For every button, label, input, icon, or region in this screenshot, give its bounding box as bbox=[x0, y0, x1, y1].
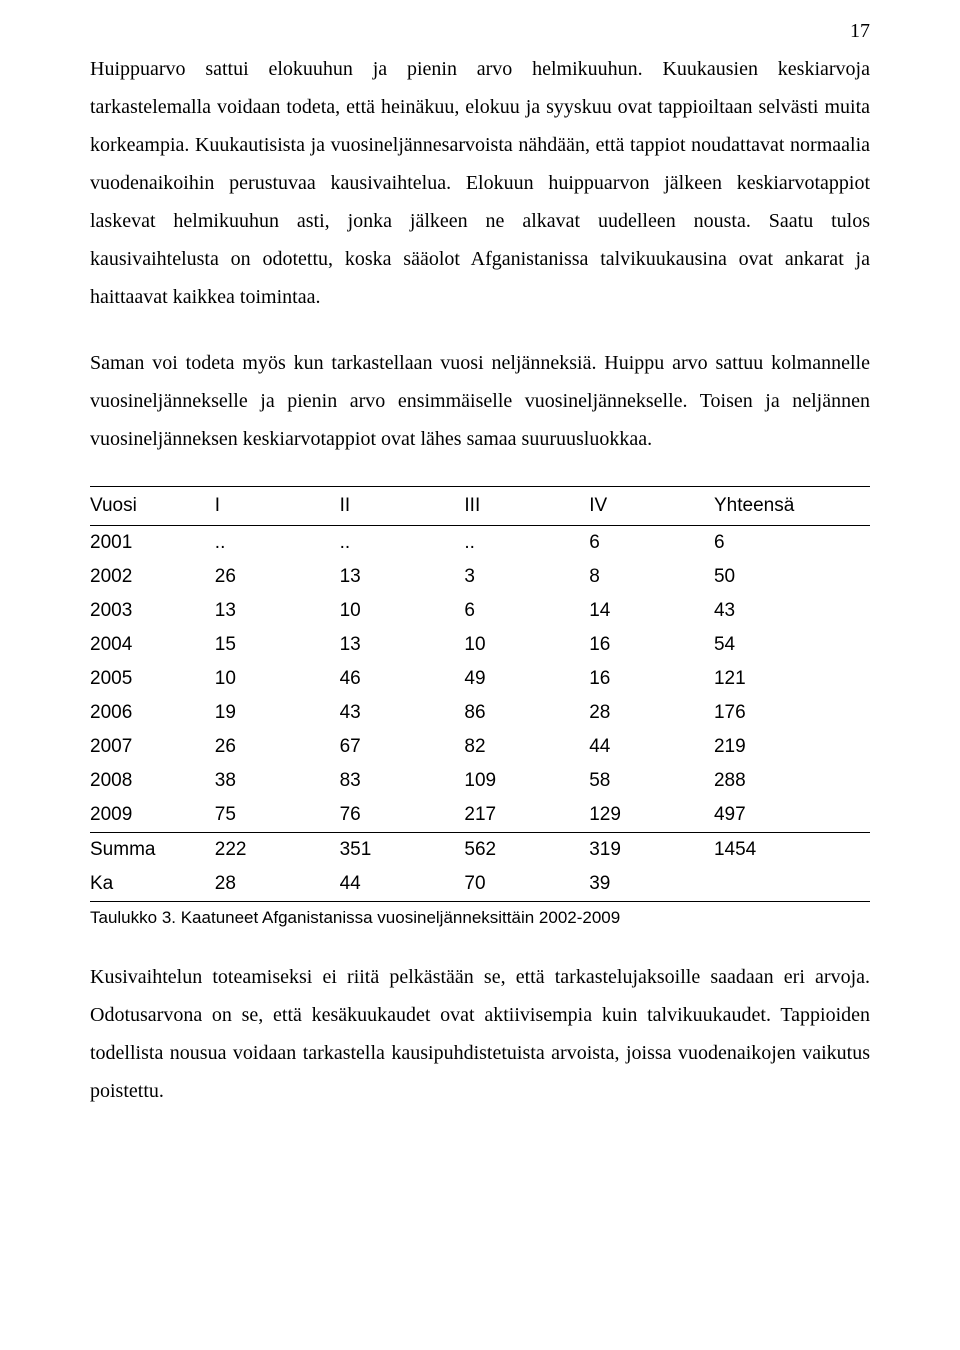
col-header: I bbox=[215, 487, 340, 526]
cell: 15 bbox=[215, 628, 340, 662]
data-table: Vuosi I II III IV Yhteensä 2001 .. .. ..… bbox=[90, 486, 870, 902]
cell: 2008 bbox=[90, 764, 215, 798]
cell: 49 bbox=[464, 662, 589, 696]
cell: 43 bbox=[340, 696, 465, 730]
cell: 13 bbox=[215, 594, 340, 628]
table-row: 2003 13 10 6 14 43 bbox=[90, 594, 870, 628]
cell: 75 bbox=[215, 798, 340, 833]
cell: 10 bbox=[464, 628, 589, 662]
page-number: 17 bbox=[850, 20, 870, 43]
cell: 82 bbox=[464, 730, 589, 764]
cell: 6 bbox=[589, 526, 714, 561]
table-row: 2001 .. .. .. 6 6 bbox=[90, 526, 870, 561]
table-row: 2009 75 76 217 129 497 bbox=[90, 798, 870, 833]
paragraph-3: Kusivaihtelun toteamiseksi ei riitä pelk… bbox=[90, 958, 870, 1110]
cell: 28 bbox=[215, 867, 340, 902]
cell: 2002 bbox=[90, 560, 215, 594]
paragraph-2: Saman voi todeta myös kun tarkastellaan … bbox=[90, 344, 870, 458]
table-row: 2008 38 83 109 58 288 bbox=[90, 764, 870, 798]
cell: 351 bbox=[340, 833, 465, 868]
cell: 43 bbox=[714, 594, 870, 628]
cell: 67 bbox=[340, 730, 465, 764]
paragraph-1: Huippuarvo sattui elokuuhun ja pienin ar… bbox=[90, 50, 870, 316]
table-row: 2007 26 67 82 44 219 bbox=[90, 730, 870, 764]
cell: 562 bbox=[464, 833, 589, 868]
cell: 28 bbox=[589, 696, 714, 730]
cell: 26 bbox=[215, 730, 340, 764]
cell: 54 bbox=[714, 628, 870, 662]
cell: 222 bbox=[215, 833, 340, 868]
cell: 497 bbox=[714, 798, 870, 833]
cell: 86 bbox=[464, 696, 589, 730]
cell: 121 bbox=[714, 662, 870, 696]
col-header: III bbox=[464, 487, 589, 526]
cell: 319 bbox=[589, 833, 714, 868]
cell: 2004 bbox=[90, 628, 215, 662]
cell: 44 bbox=[589, 730, 714, 764]
cell: 19 bbox=[215, 696, 340, 730]
cell: 10 bbox=[340, 594, 465, 628]
cell: 217 bbox=[464, 798, 589, 833]
cell: 13 bbox=[340, 628, 465, 662]
cell: 2007 bbox=[90, 730, 215, 764]
cell: 39 bbox=[589, 867, 714, 902]
cell: 219 bbox=[714, 730, 870, 764]
cell: 10 bbox=[215, 662, 340, 696]
cell: .. bbox=[215, 526, 340, 561]
cell: Summa bbox=[90, 833, 215, 868]
cell: 2001 bbox=[90, 526, 215, 561]
cell: 76 bbox=[340, 798, 465, 833]
cell: 8 bbox=[589, 560, 714, 594]
cell: 288 bbox=[714, 764, 870, 798]
cell: 2009 bbox=[90, 798, 215, 833]
cell: 44 bbox=[340, 867, 465, 902]
table-header-row: Vuosi I II III IV Yhteensä bbox=[90, 487, 870, 526]
document-page: 17 Huippuarvo sattui elokuuhun ja pienin… bbox=[0, 0, 960, 1198]
col-header: II bbox=[340, 487, 465, 526]
table-row: 2005 10 46 49 16 121 bbox=[90, 662, 870, 696]
cell: Ka bbox=[90, 867, 215, 902]
cell: 83 bbox=[340, 764, 465, 798]
cell: 1454 bbox=[714, 833, 870, 868]
table-row: 2006 19 43 86 28 176 bbox=[90, 696, 870, 730]
table-row: 2002 26 13 3 8 50 bbox=[90, 560, 870, 594]
cell: 16 bbox=[589, 628, 714, 662]
cell: 176 bbox=[714, 696, 870, 730]
col-header: IV bbox=[589, 487, 714, 526]
cell: 38 bbox=[215, 764, 340, 798]
cell: 46 bbox=[340, 662, 465, 696]
cell: 50 bbox=[714, 560, 870, 594]
cell: 26 bbox=[215, 560, 340, 594]
cell: 6 bbox=[464, 594, 589, 628]
cell: 58 bbox=[589, 764, 714, 798]
cell bbox=[714, 867, 870, 902]
cell: 13 bbox=[340, 560, 465, 594]
cell: .. bbox=[464, 526, 589, 561]
cell: 2005 bbox=[90, 662, 215, 696]
table-row: 2004 15 13 10 16 54 bbox=[90, 628, 870, 662]
cell: 3 bbox=[464, 560, 589, 594]
cell: 109 bbox=[464, 764, 589, 798]
col-header: Yhteensä bbox=[714, 487, 870, 526]
table-footer-row: Ka 28 44 70 39 bbox=[90, 867, 870, 902]
cell: 2006 bbox=[90, 696, 215, 730]
cell: 6 bbox=[714, 526, 870, 561]
table-footer-row: Summa 222 351 562 319 1454 bbox=[90, 833, 870, 868]
col-header: Vuosi bbox=[90, 487, 215, 526]
cell: 14 bbox=[589, 594, 714, 628]
cell: 70 bbox=[464, 867, 589, 902]
table-caption: Taulukko 3. Kaatuneet Afganistanissa vuo… bbox=[90, 908, 870, 928]
cell: 129 bbox=[589, 798, 714, 833]
cell: .. bbox=[340, 526, 465, 561]
cell: 2003 bbox=[90, 594, 215, 628]
cell: 16 bbox=[589, 662, 714, 696]
